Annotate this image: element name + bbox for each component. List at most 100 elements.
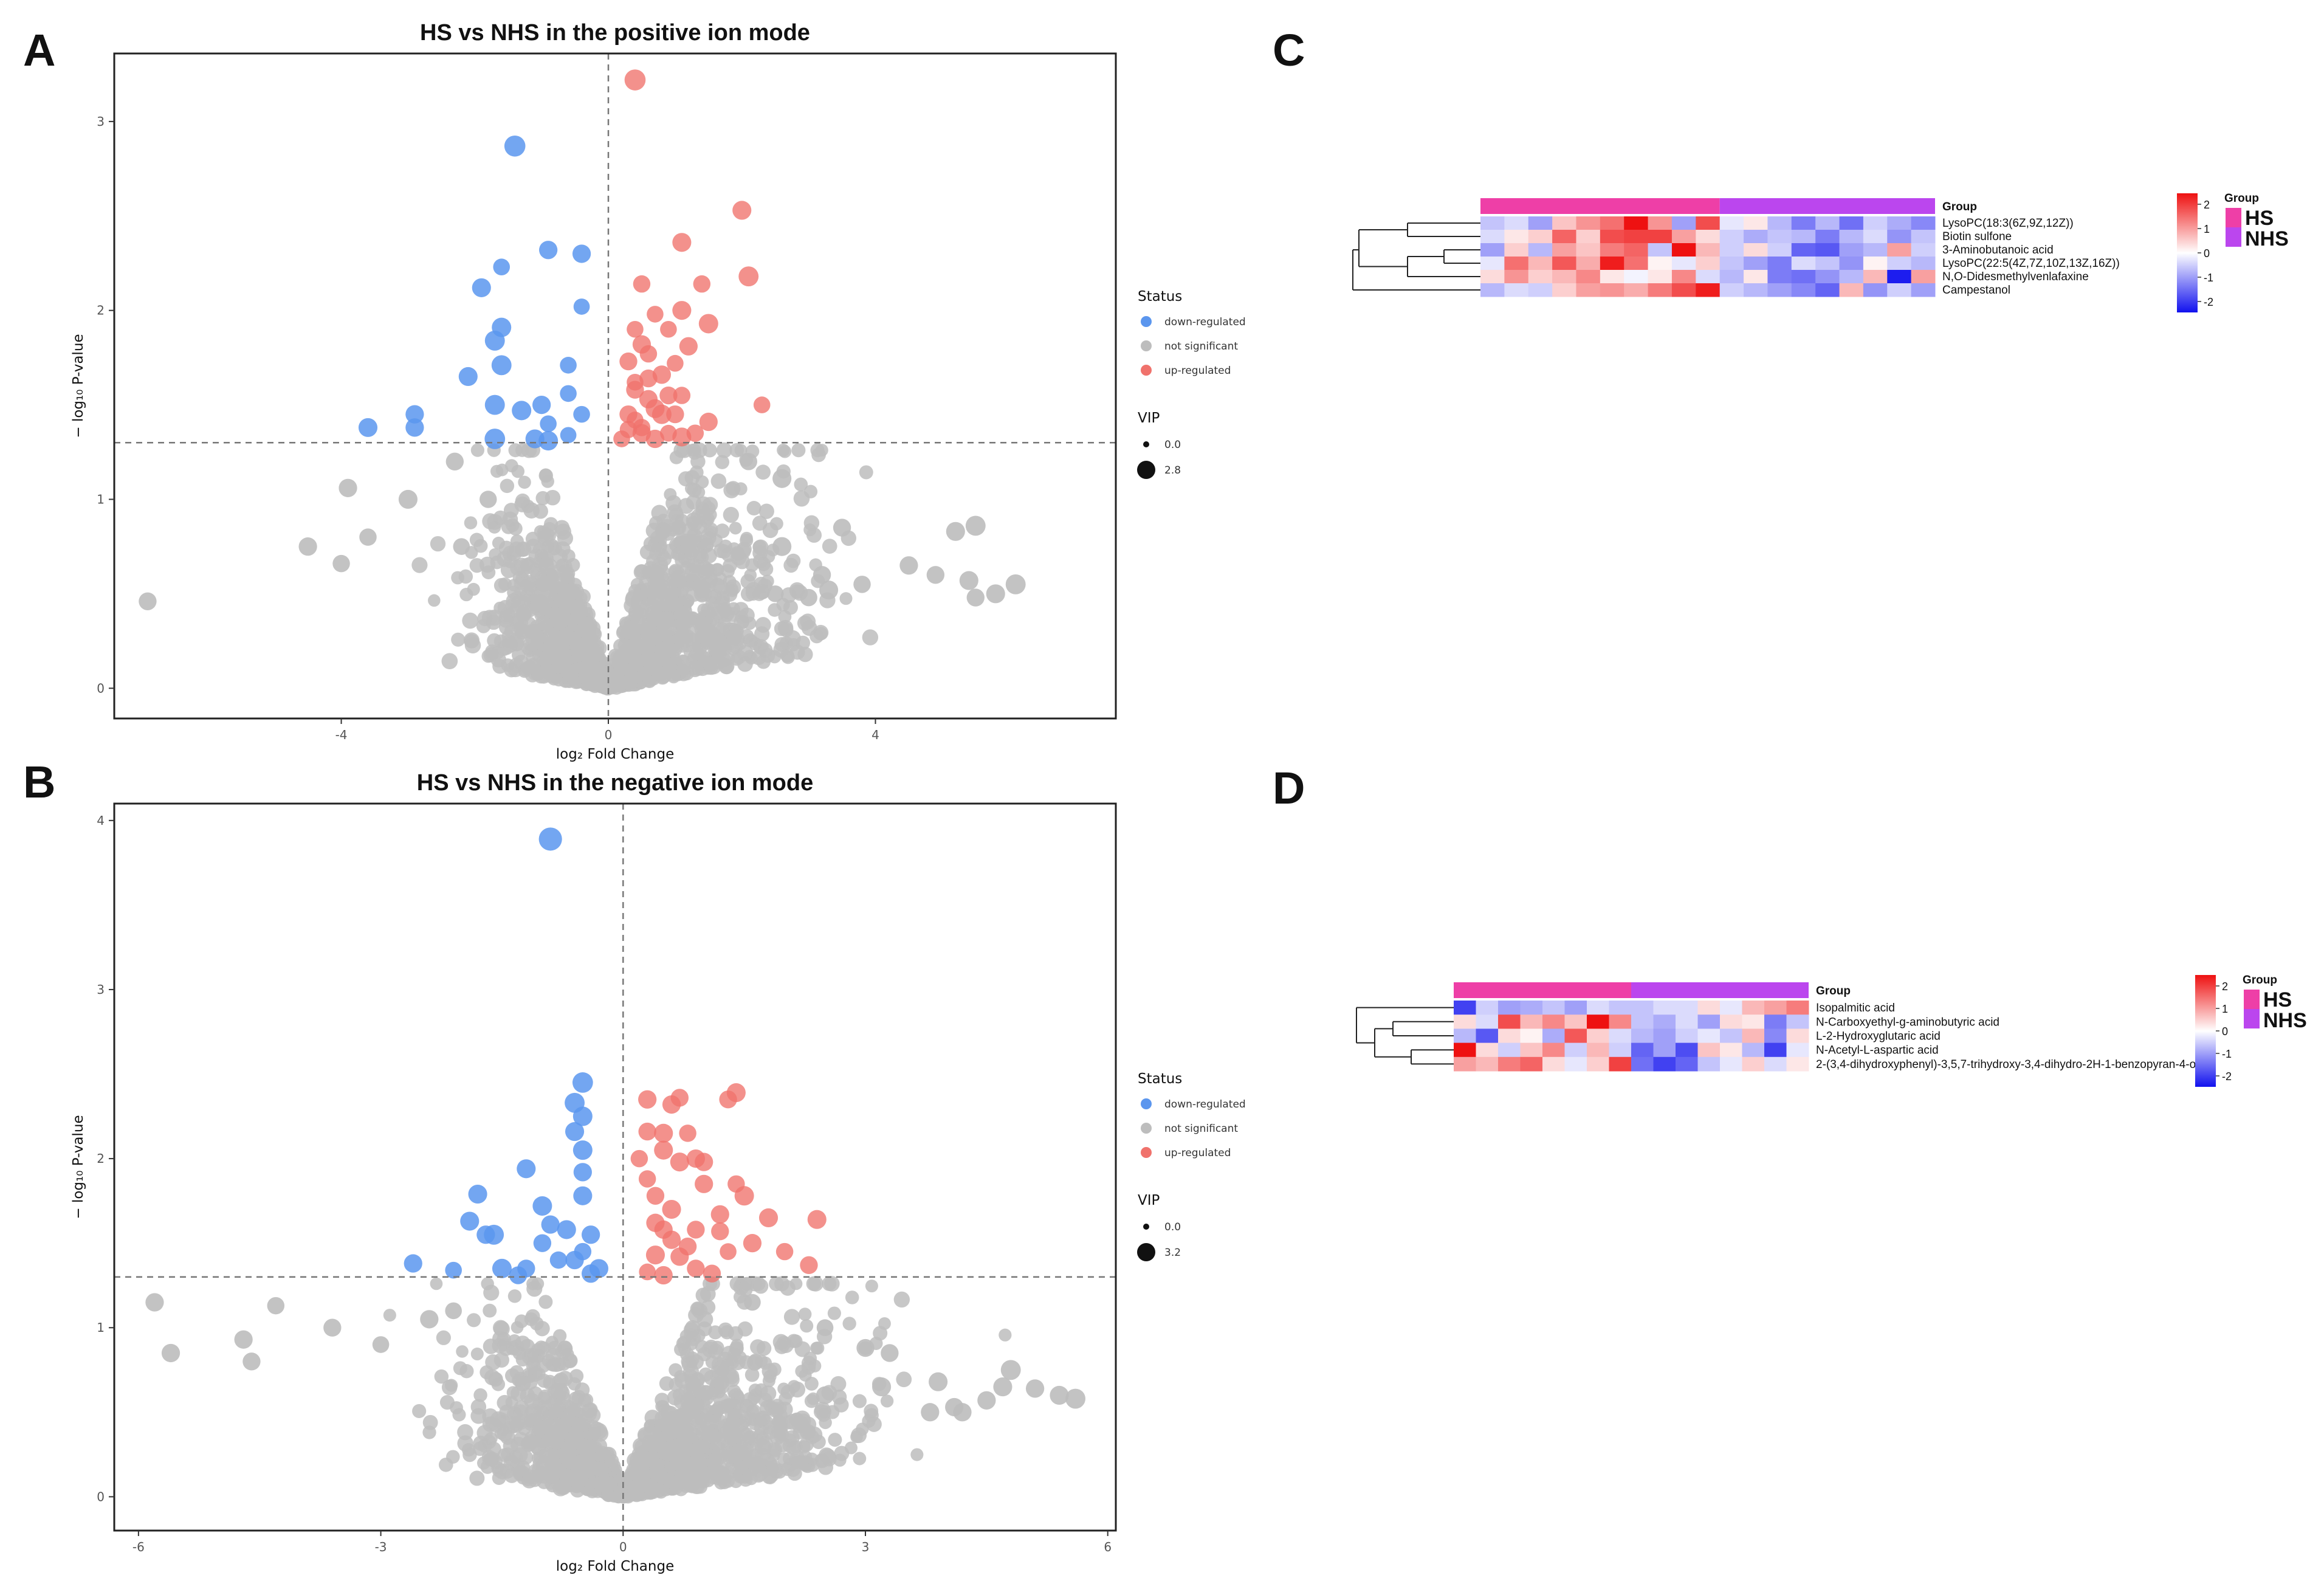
ns-point (789, 1334, 803, 1348)
ns-point (977, 1391, 996, 1410)
ns-point (469, 1470, 485, 1486)
down-point (509, 1266, 528, 1284)
heatmap-cell (1528, 257, 1553, 270)
ns-point (518, 475, 531, 489)
ns-point (734, 444, 748, 457)
heatmap-cell (1815, 257, 1840, 270)
ns-point (704, 1414, 720, 1430)
ns-point (502, 511, 518, 528)
ns-point (678, 1407, 693, 1422)
heatmap-cell (1764, 1056, 1787, 1072)
heatmap-cell (1742, 1042, 1765, 1058)
up-point (687, 1259, 705, 1278)
heatmap-cell (1696, 230, 1721, 244)
heatmap-cell (1676, 1042, 1698, 1058)
heatmap-cell (1552, 283, 1576, 297)
x-tick-label: -6 (132, 1540, 145, 1554)
ns-point (553, 616, 567, 630)
dendrogram-branch (1411, 1049, 1454, 1065)
ns-point (881, 1344, 899, 1362)
heatmap-cell (1454, 1015, 1476, 1029)
ns-point (723, 558, 737, 573)
up-point (703, 1264, 721, 1283)
ns-point (772, 537, 792, 556)
ns-point (735, 543, 751, 559)
ns-point (161, 1343, 180, 1363)
ns-point (492, 1320, 509, 1336)
ns-point (801, 1356, 817, 1371)
legend-status-item: not significant (1164, 1123, 1238, 1135)
ns-point (533, 1450, 548, 1464)
ns-point (715, 1466, 731, 1482)
ns-point (710, 563, 724, 577)
heatmap-cell (1767, 270, 1792, 284)
heatmap-cell (1742, 1028, 1765, 1044)
ns-point (1050, 1385, 1069, 1405)
up-point (720, 1243, 737, 1260)
ns-point (524, 1348, 539, 1363)
ns-point (495, 463, 509, 477)
colorbar-tick-label: -2 (2204, 296, 2213, 308)
down-point (573, 1163, 592, 1182)
ns-point (529, 1316, 544, 1331)
down-regulated-points (358, 135, 591, 451)
x-tick-label: -4 (335, 728, 348, 742)
heatmap-cell (1504, 216, 1529, 230)
x-tick-label: 0 (605, 728, 613, 742)
ns-point (541, 475, 554, 488)
ns-point (853, 1452, 867, 1466)
heatmap-cell (1791, 257, 1816, 270)
ns-point (690, 454, 706, 469)
ns-point (708, 1325, 723, 1340)
heatmap-cell (1480, 283, 1505, 297)
heatmap-cell (1564, 1028, 1587, 1044)
x-tick-label: 0 (619, 1540, 627, 1554)
heatmap-cell (1791, 283, 1816, 297)
ns-point (818, 1405, 832, 1419)
heatmap-cell (1911, 270, 1936, 284)
ns-point (574, 1416, 588, 1431)
ns-point (839, 592, 853, 605)
up-point (667, 354, 684, 372)
up-point (666, 405, 684, 424)
y-tick-label: 4 (97, 813, 105, 828)
ns-point (856, 1422, 869, 1436)
up-point (659, 386, 678, 405)
heatmap-cell (1552, 216, 1576, 230)
ns-point (298, 537, 317, 556)
ns-point (539, 649, 556, 666)
ns-point (557, 530, 574, 546)
ns-point (727, 602, 740, 616)
ns-point (411, 557, 428, 573)
down-point (572, 1140, 593, 1160)
heatmap-cell (1631, 1028, 1654, 1044)
heatmap-cell (1676, 1028, 1698, 1044)
ns-point (711, 1446, 727, 1463)
heatmap-cell (1764, 1042, 1787, 1058)
ns-point (359, 528, 377, 546)
ns-point (537, 599, 552, 615)
down-point (539, 241, 558, 260)
ns-point (673, 632, 687, 646)
ns-point (744, 568, 757, 582)
ns-point (515, 493, 531, 509)
up-point (758, 1208, 779, 1228)
ns-point (332, 554, 350, 573)
down-point (476, 1225, 495, 1244)
heatmap-cell (1454, 1056, 1476, 1072)
ns-point (719, 1424, 735, 1440)
y-tick-label: 0 (97, 1489, 105, 1504)
ns-point (493, 577, 509, 593)
legend-size-swatch (1137, 1243, 1155, 1261)
dendrogram-branch (1407, 222, 1480, 237)
legend-vip-title: VIP (1138, 410, 1160, 426)
up-point (670, 1152, 689, 1172)
heatmap-cell (1767, 257, 1792, 270)
ns-point (467, 1313, 481, 1328)
ns-point (574, 1472, 589, 1487)
ns-point (791, 443, 806, 458)
ns-point (766, 585, 784, 602)
ns-point (491, 1461, 504, 1475)
down-point (572, 244, 591, 263)
ns-point (723, 1368, 740, 1385)
